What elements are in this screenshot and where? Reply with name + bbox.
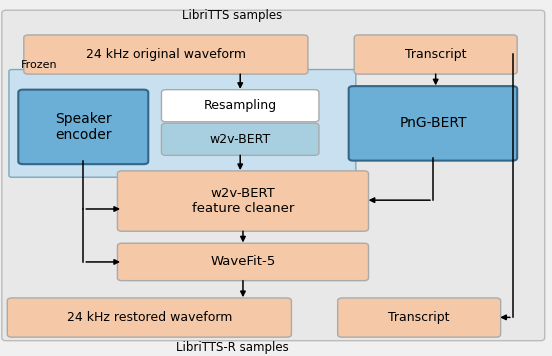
FancyBboxPatch shape [349, 86, 517, 161]
Text: 24 kHz original waveform: 24 kHz original waveform [86, 48, 246, 61]
Text: Transcript: Transcript [405, 48, 466, 61]
FancyBboxPatch shape [18, 90, 148, 164]
FancyBboxPatch shape [2, 10, 545, 341]
Text: 24 kHz restored waveform: 24 kHz restored waveform [67, 311, 232, 324]
Text: w2v-BERT: w2v-BERT [210, 133, 271, 146]
FancyBboxPatch shape [118, 171, 369, 231]
Text: Resampling: Resampling [204, 99, 277, 112]
FancyBboxPatch shape [354, 35, 517, 74]
Text: w2v-BERT
feature cleaner: w2v-BERT feature cleaner [192, 187, 294, 215]
FancyBboxPatch shape [338, 298, 501, 337]
Text: LibriTTS-R samples: LibriTTS-R samples [176, 341, 288, 354]
Text: Frozen: Frozen [21, 60, 57, 70]
Text: PnG-BERT: PnG-BERT [399, 116, 466, 130]
FancyBboxPatch shape [118, 243, 369, 281]
FancyBboxPatch shape [9, 69, 356, 177]
FancyBboxPatch shape [24, 35, 308, 74]
FancyBboxPatch shape [162, 123, 319, 155]
Text: Transcript: Transcript [389, 311, 450, 324]
Text: LibriTTS samples: LibriTTS samples [182, 9, 282, 22]
Text: WaveFit-5: WaveFit-5 [210, 256, 275, 268]
FancyBboxPatch shape [162, 90, 319, 122]
FancyBboxPatch shape [7, 298, 291, 337]
Text: Speaker
encoder: Speaker encoder [55, 112, 112, 142]
